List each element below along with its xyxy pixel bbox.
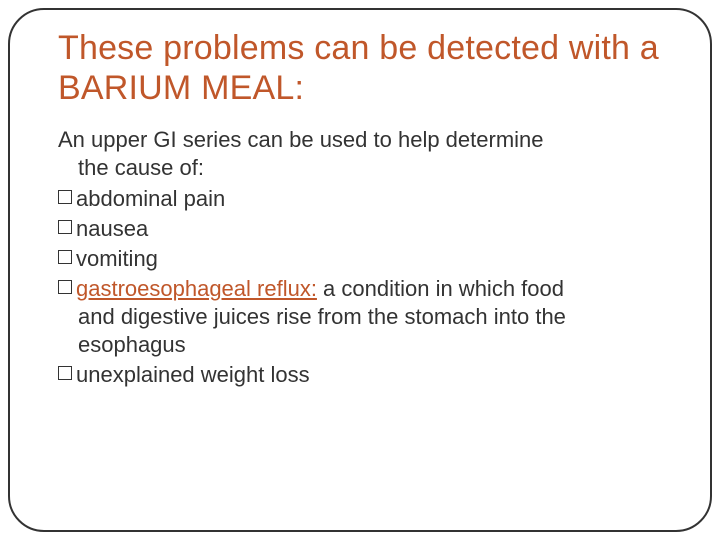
checkbox-icon xyxy=(58,190,72,204)
checkbox-icon xyxy=(58,366,72,380)
lead-line-1: An upper GI series can be used to help d… xyxy=(58,127,544,152)
list-item: unexplained weight loss xyxy=(58,361,670,389)
bullet-text: nausea xyxy=(76,215,670,243)
reflux-link[interactable]: gastroesophageal reflux: xyxy=(76,276,317,301)
list-item: gastroesophageal reflux: a condition in … xyxy=(58,275,670,303)
lead-line-2: the cause of: xyxy=(58,154,670,182)
list-item: nausea xyxy=(58,215,670,243)
title-highlight: BARIUM MEAL: xyxy=(58,69,304,107)
checkbox-icon xyxy=(58,250,72,264)
checkbox-icon xyxy=(58,280,72,294)
title-text: These problems can be detected with a xyxy=(58,29,659,67)
bullet-continuation: esophagus xyxy=(58,331,670,359)
bullet-text: vomiting xyxy=(76,245,670,273)
slide-frame: These problems can be detected with a BA… xyxy=(8,8,712,532)
list-item: vomiting xyxy=(58,245,670,273)
slide-body: An upper GI series can be used to help d… xyxy=(58,126,670,389)
lead-paragraph: An upper GI series can be used to help d… xyxy=(58,126,670,182)
list-item: abdominal pain xyxy=(58,185,670,213)
slide-title: These problems can be detected with a BA… xyxy=(58,28,670,108)
bullet-continuation: and digestive juices rise from the stoma… xyxy=(58,303,670,331)
bullet-text: unexplained weight loss xyxy=(76,361,670,389)
checkbox-icon xyxy=(58,220,72,234)
bullet-text: abdominal pain xyxy=(76,185,670,213)
bullet-text: gastroesophageal reflux: a condition in … xyxy=(76,275,670,303)
bullet-text-rest: a condition in which food xyxy=(317,276,564,301)
